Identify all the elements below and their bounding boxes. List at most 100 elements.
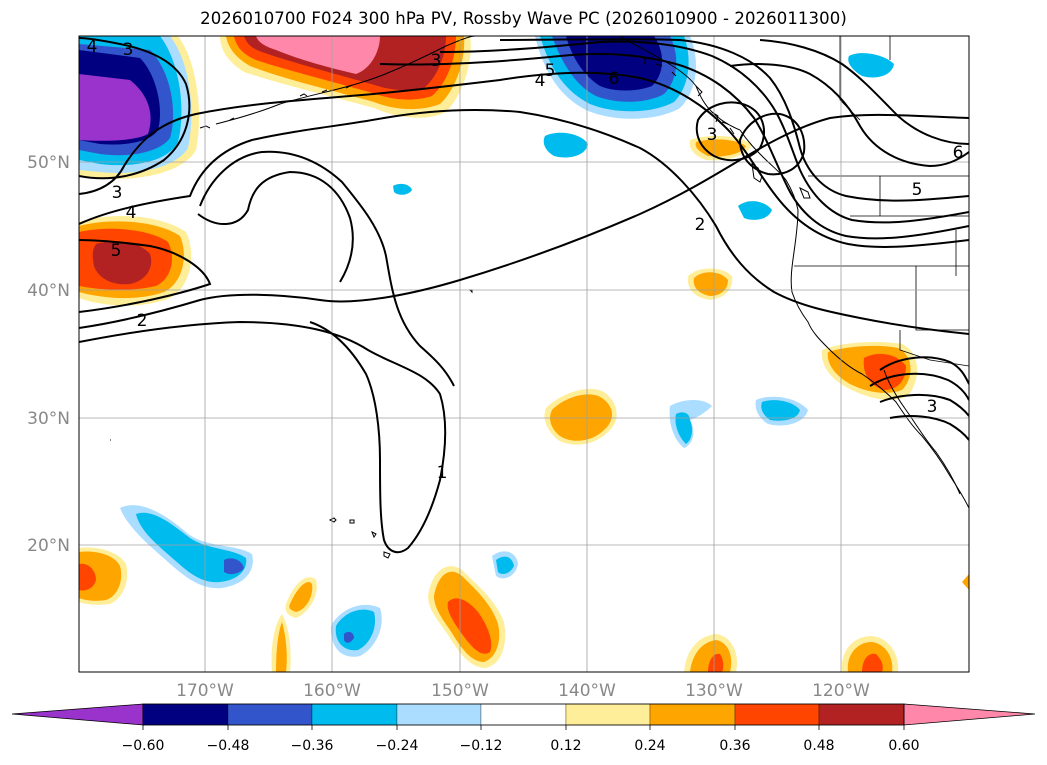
longitude-labels: 170°W 160°W 150°W 140°W 130°W 120°W [176,681,870,701]
contour-label: 3 [927,397,938,417]
contour-label: 5 [111,241,122,261]
colorbar-segment [565,703,651,726]
negative-anomaly-nw-core [79,74,151,141]
positive-anomaly-sw-1c [79,563,96,591]
contour-label: 5 [912,180,923,200]
pv-contour-6 [439,40,969,224]
contour-labels: 3 4 4 5 6 3 4 5 2 3 2 5 6 1 3 3 [87,37,964,483]
colorbar-tick-label: 0.60 [888,738,919,754]
positive-anomaly-sw-2b [289,582,313,612]
negative-anomaly-sw-streak-l1 [136,512,247,583]
negative-anomaly-small-4 [738,201,772,220]
negative-anomaly-small-8c [344,631,354,643]
pv-contour-closed-low [738,112,806,176]
negative-anomaly-small-1 [543,132,588,158]
colorbar-outline [142,703,905,726]
lat-label-40n: 40°N [27,281,70,301]
lon-label-170w: 170°W [176,681,234,701]
colorbar-tick-label: −0.36 [291,738,334,754]
pv-contour-sw-low-2 [869,372,969,401]
positive-anomaly-south-2c [862,653,883,672]
pv-contour-sw-low-4 [889,415,969,441]
contour-label: 3 [431,51,442,71]
pv-contour-5 [379,53,969,240]
colorbar-segment [142,703,229,726]
colorbar-tick-label: 0.36 [719,738,750,754]
contour-label: 4 [87,37,98,57]
pv-contour-sw-low [879,356,969,385]
colorbar-segment [227,703,313,726]
colorbar-segment [818,703,905,726]
pv-contour-3b [79,37,191,180]
lon-label-150w: 150°W [431,681,489,701]
colorbar-tick-label: −0.60 [122,738,165,754]
contour-label: 3 [707,125,718,145]
contour-label: 3 [123,40,134,60]
contour-label: 4 [126,203,137,223]
colorbar-tick-label: −0.12 [460,738,503,754]
colorbar-ticks [142,725,905,730]
contour-label: 3 [112,183,123,203]
lon-label-130w: 130°W [685,681,743,701]
negative-anomaly-small-2 [393,183,412,195]
map-frame [78,35,970,673]
negative-anomaly-sw-streak-core [224,558,244,575]
coastlines [110,36,969,559]
negative-anomaly-small-6b [675,412,693,444]
positive-anomaly-north-core [256,36,380,74]
colorbar-tick-labels: −0.60 −0.48 −0.36 −0.24 −0.12 0.12 0.24 … [122,738,920,754]
contour-label: 6 [953,143,964,163]
colorbar-segment [396,703,482,726]
colorbar-segment [311,703,398,726]
latitude-labels: 50°N 40°N 30°N 20°N [27,153,70,556]
pv-contour-upper-right-2 [759,39,969,145]
contour-label: 2 [137,311,148,331]
contour-label: 6 [609,69,620,89]
lat-label-20n: 20°N [27,536,70,556]
colorbar-segment [734,703,820,726]
lon-label-160w: 160°W [303,681,361,701]
lon-label-120w: 120°W [812,681,870,701]
pv-contours [79,37,969,554]
contour-label: 1 [437,463,448,483]
positive-anomaly-edge [962,574,969,590]
colorbar-segment [649,703,736,726]
graticule [79,36,969,672]
pv-contour-1 [79,320,447,554]
pv-contour-2 [79,113,969,329]
contour-label: 5 [545,61,556,81]
colorbar-extend-low [11,703,144,726]
lat-label-30n: 30°N [27,409,70,429]
positive-anomaly-south-1c [708,653,724,672]
colorbar-tick-label: 0.24 [634,738,665,754]
colorbar-tick-label: 0.12 [550,738,581,754]
pv-anomaly-shading [79,36,969,672]
pv-contour-4 [79,71,969,248]
colorbar-extend-high [903,703,1036,726]
negative-anomaly-small-7b [496,556,514,574]
map-panel: 3 4 4 5 6 3 4 5 2 3 2 5 6 1 3 3 [78,35,970,673]
pv-contour-3 [79,109,969,335]
colorbar-segment [480,703,567,726]
contour-label: 2 [695,215,706,235]
pv-contour-1-north [197,170,354,283]
lat-label-50n: 50°N [27,153,70,173]
colorbar: −0.60 −0.48 −0.36 −0.24 −0.12 0.12 0.24 … [11,703,1036,754]
map-title: 2026010700 F024 300 hPa PV, Rossby Wave … [200,9,847,28]
colorbar-tick-label: −0.24 [376,738,419,754]
negative-anomaly-small-3 [848,53,894,78]
pv-contour-closed-low-2 [695,101,765,162]
positive-anomaly-west-core [92,241,152,285]
pv-contour-upper-right [729,63,969,168]
colorbar-tick-label: −0.48 [207,738,250,754]
pv-contour-2b [79,239,212,313]
pv-contour-sw-low-3 [879,393,969,417]
positive-anomaly-hawaii-s-c [447,598,492,654]
lon-label-140w: 140°W [558,681,616,701]
colorbar-tick-label: 0.48 [803,738,834,754]
pv-contour-1-inner [199,150,455,387]
negative-anomaly-small-5b [761,400,800,421]
contour-label: 4 [535,71,546,91]
pv-contour-7 [499,38,969,202]
